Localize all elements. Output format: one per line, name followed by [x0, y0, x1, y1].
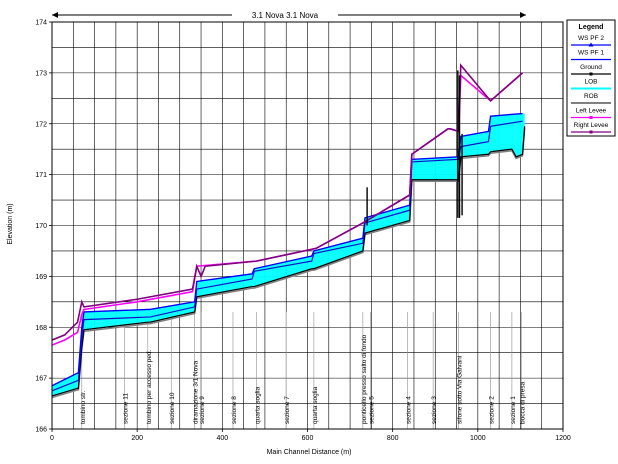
- y-tick-label: 174: [35, 20, 47, 27]
- reach-label-bg: [232, 10, 338, 20]
- legend-label: ROB: [584, 93, 598, 100]
- section-label: sezione 3: [431, 396, 438, 424]
- y-tick-label: 173: [35, 70, 47, 77]
- section-label: quarta soglia: [254, 386, 261, 424]
- x-tick-label: 600: [302, 435, 314, 442]
- legend-label: Right Levee: [574, 122, 609, 129]
- series-layer: tombino str. sezione 11 tombino per access…: [51, 63, 526, 424]
- y-tick-label: 168: [35, 325, 47, 332]
- legend-label: Left Levee: [576, 108, 607, 115]
- legend-label: Ground: [580, 64, 602, 71]
- series-line-right-levee: [51, 63, 524, 341]
- x-tick-label: 800: [387, 435, 399, 442]
- series-line-ground: [51, 126, 526, 397]
- x-tick-label: 200: [131, 435, 143, 442]
- y-tick-label: 169: [35, 274, 47, 281]
- section-label: sezione 1: [510, 396, 517, 424]
- y-tick-label: 167: [35, 376, 47, 383]
- section-label: diramazione 3/1 Nova: [193, 360, 200, 424]
- legend-label: WS PF 1: [578, 50, 604, 57]
- water-fill-layer: [52, 113, 525, 396]
- section-label: sezione 11: [122, 393, 129, 424]
- x-tick-label: 1200: [555, 435, 571, 442]
- section-label: tombino str.: [80, 390, 87, 424]
- reach-label: 3.1 Nova 3.1 Nova: [252, 11, 319, 20]
- x-axis-label: Main Channel Distance (m): [267, 449, 352, 456]
- section-label: sezione 10: [169, 392, 176, 424]
- reach-indicator: 3.1 Nova 3.1 Nova: [52, 10, 526, 20]
- section-label: sezione 5: [369, 396, 376, 424]
- section-label: ponticello presso salto di fondo: [361, 334, 368, 424]
- reach-arrow-right-icon: [520, 12, 526, 18]
- section-label: sezione 7: [284, 396, 291, 424]
- reach-arrow-left-icon: [52, 12, 58, 18]
- section-label: sezione 9: [199, 396, 206, 424]
- y-tick-label: 172: [35, 121, 47, 128]
- section-label: quarta soglia: [312, 386, 319, 424]
- legend-marker-square-icon: [589, 116, 593, 119]
- x-tick-label: 0: [50, 435, 54, 442]
- section-label: sezione 8: [231, 396, 238, 424]
- legend-title: Legend: [579, 24, 604, 31]
- section-label: sezione 4: [406, 396, 413, 424]
- legend-marker-square-icon: [589, 72, 593, 76]
- y-tick-label: 166: [35, 427, 47, 434]
- legend: Legend WS PF 2 WS PF 1 Ground LOB ROB Left Le…: [566, 19, 616, 137]
- x-tick-label: 400: [216, 435, 228, 442]
- legend-label: LOB: [584, 79, 597, 86]
- legend-marker-triangle-icon: [588, 42, 594, 47]
- section-label: tombino per accesso ped.: [146, 349, 153, 424]
- section-label: sezione 2: [489, 396, 496, 424]
- y-tick-label: 170: [35, 223, 47, 230]
- grid-layer: [51, 21, 564, 430]
- section-label: bocca di presa: [519, 381, 526, 424]
- water-fill: [52, 113, 525, 396]
- x-tick-label: 1000: [470, 435, 486, 442]
- y-tick-label: 171: [35, 172, 47, 179]
- legend-entries: WS PF 2 WS PF 1 Ground LOB ROB Left Levee Righ…: [571, 35, 611, 134]
- y-axis-label: Elevation (m): [7, 203, 14, 244]
- section-label: sifone sotto Via Galvani: [457, 356, 464, 424]
- axis-layer: 0 200 400 600 800 1000 1200 166 167 168 169 170 171 1…: [35, 20, 571, 443]
- legend-marker-square-icon: [589, 130, 593, 134]
- legend-label: WS PF 2: [578, 35, 604, 42]
